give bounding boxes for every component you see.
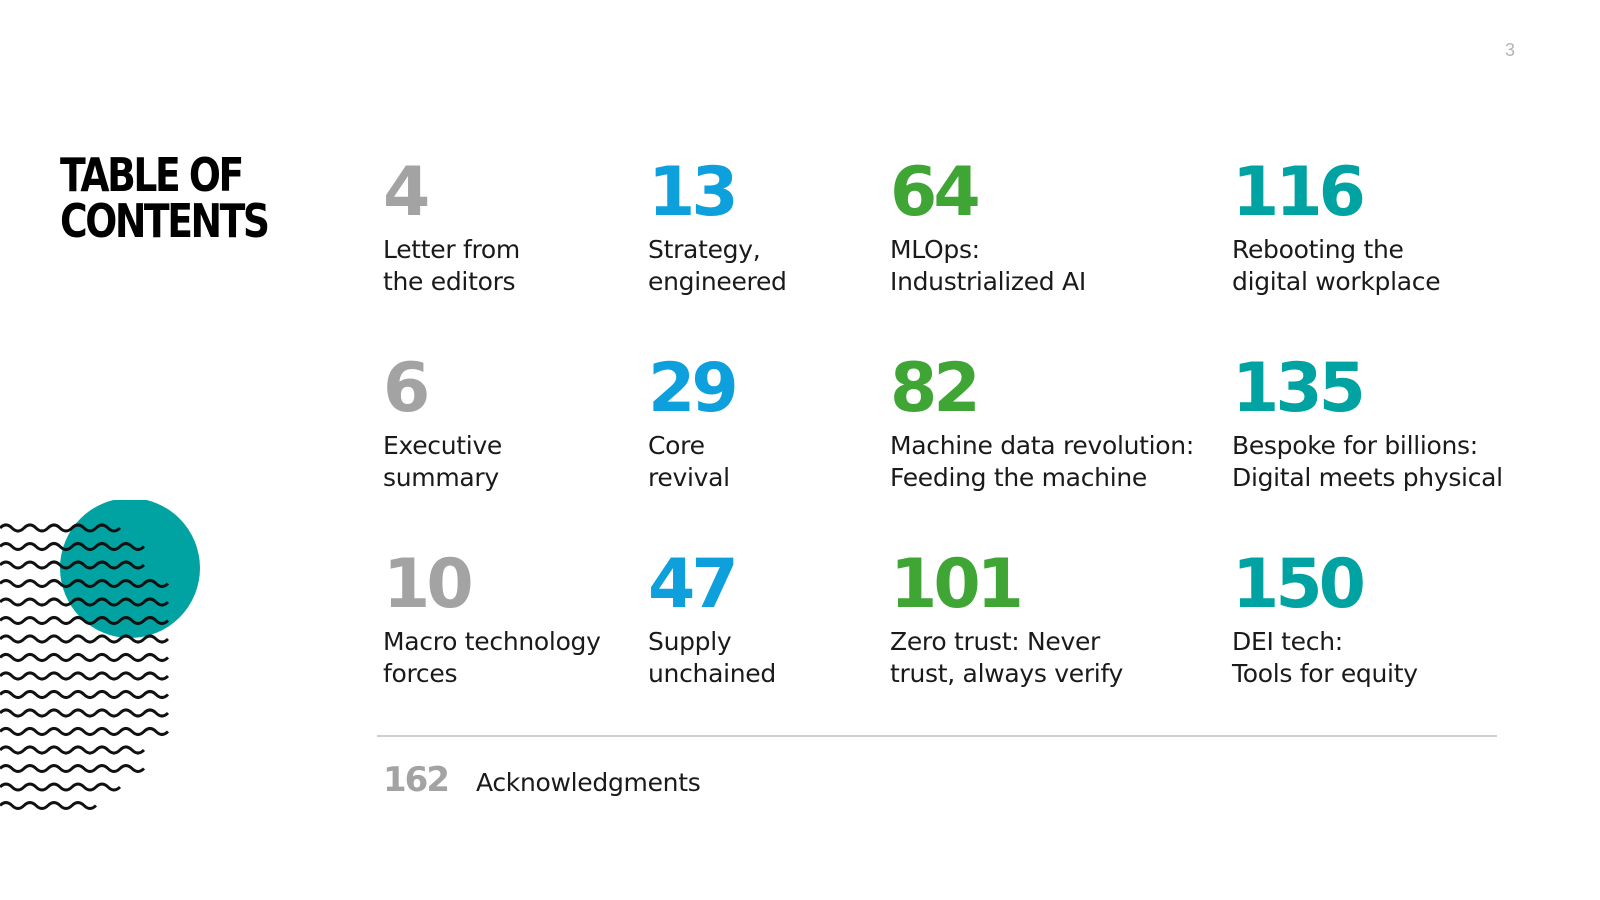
toc-entry-macro-technology-forces[interactable]: 10 Macro technology forces [383, 550, 601, 690]
page-title: TABLE OF CONTENTS [60, 148, 270, 248]
toc-page-number: 13 [648, 153, 739, 232]
page-number: 3 [1505, 40, 1516, 60]
toc-entry-label: DEI tech: Tools for equity [1232, 627, 1418, 688]
toc-entry-bespoke-for-billions[interactable]: 135 Bespoke for billions: Digital meets … [1232, 354, 1503, 494]
toc-entry-label: Macro technology forces [383, 627, 601, 688]
toc-entry-label: Rebooting the digital workplace [1232, 235, 1441, 296]
wave-line [0, 671, 170, 681]
toc-entry-core-revival[interactable]: 29 Core revival [648, 349, 739, 494]
toc-page-number: 82 [890, 349, 981, 428]
toc-page-number: 64 [890, 153, 981, 232]
toc-entry-label: Acknowledgments [475, 768, 701, 797]
toc-page-number: 29 [648, 349, 739, 428]
toc-entry-machine-data-revolution[interactable]: 82 Machine data revolution: Feeding the … [890, 354, 1194, 494]
toc-entry-strategy-engineered[interactable]: 13 Strategy, engineered [648, 158, 787, 298]
toc-entry-zero-trust[interactable]: 101 Zero trust: Never trust, always veri… [890, 550, 1123, 690]
wave-line [0, 560, 146, 570]
toc-entry-label: Letter from the editors [383, 235, 520, 296]
toc-entry-dei-tech[interactable]: 150 DEI tech: Tools for equity [1232, 550, 1418, 690]
toc-page-number: 4 [383, 153, 430, 232]
toc-entry-label: Machine data revolution: Feeding the mac… [890, 431, 1194, 492]
toc-page-number: 10 [383, 545, 474, 624]
toc-page-number: 101 [890, 545, 1024, 624]
toc-page-number: 135 [1232, 349, 1366, 428]
section-divider [377, 735, 1497, 737]
toc-entry-label: Supply unchained [648, 627, 776, 688]
toc-entry-label: Zero trust: Never trust, always verify [890, 627, 1124, 688]
toc-page-number: 162 [383, 760, 450, 800]
toc-entry-label: Core revival [648, 431, 730, 492]
toc-entry-label: Bespoke for billions: Digital meets phys… [1232, 431, 1503, 492]
toc-entry-executive-summary[interactable]: 6 Executive summary [383, 354, 502, 494]
toc-entry-letter-from-editors[interactable]: 4 Letter from the editors [383, 158, 520, 298]
wave-line [0, 708, 170, 718]
toc-entry-mlops[interactable]: 64 MLOps: Industrialized AI [890, 158, 1086, 298]
toc-entry-acknowledgments[interactable]: 162 Acknowledgments [383, 760, 701, 800]
wave-line [0, 745, 146, 755]
wave-line [0, 782, 122, 792]
toc-entry-label: Strategy, engineered [648, 235, 787, 296]
wave-line [0, 597, 170, 607]
wave-line [0, 579, 170, 588]
toc-entry-digital-workplace[interactable]: 116 Rebooting the digital workplace [1232, 153, 1441, 298]
toc-page-number: 116 [1232, 153, 1366, 232]
wave-line [0, 764, 146, 773]
wave-line [0, 542, 146, 551]
toc-page-number: 47 [648, 545, 739, 624]
wave-line [0, 616, 170, 625]
toc-entry-label: Executive summary [383, 431, 503, 492]
toc-entry-supply-unchained[interactable]: 47 Supply unchained [648, 550, 776, 690]
toc-entry-label: MLOps: Industrialized AI [890, 235, 1086, 296]
wave-line [0, 653, 170, 662]
toc-page-number: 6 [383, 349, 430, 428]
wave-line [0, 634, 170, 644]
toc-page-number: 150 [1232, 545, 1366, 624]
wave-line [0, 523, 122, 533]
wave-line [0, 727, 170, 736]
wave-line [0, 801, 98, 810]
decorative-waves-graphic [0, 500, 200, 810]
wavy-lines-decor [0, 523, 170, 810]
wave-line [0, 690, 170, 699]
